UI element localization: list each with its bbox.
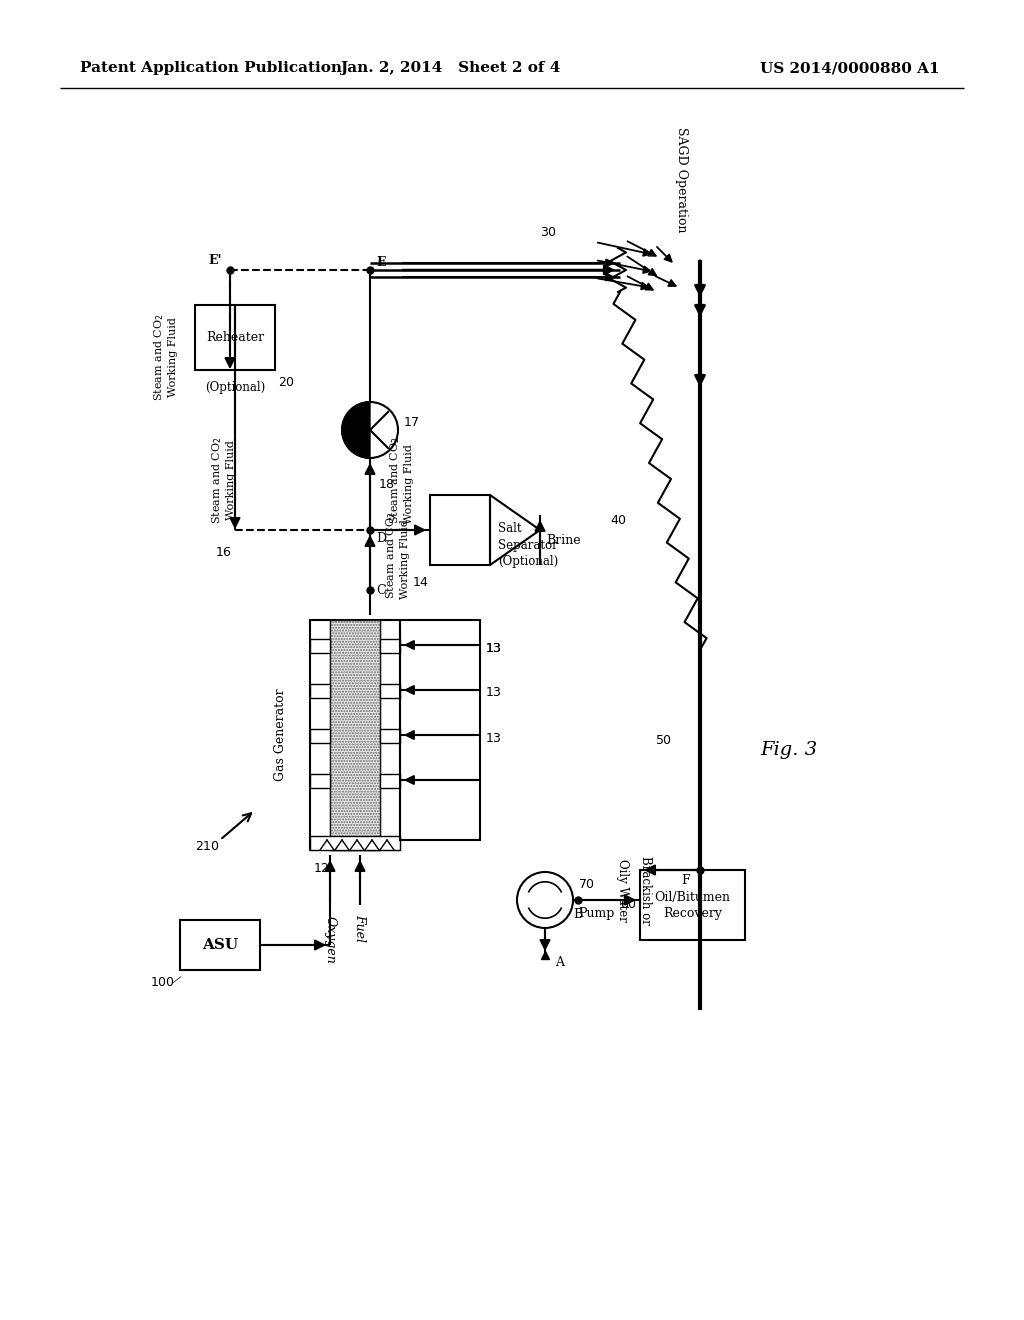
Bar: [310, 729, 330, 743]
Text: E: E: [376, 256, 385, 268]
Text: Reheater: Reheater: [206, 331, 264, 345]
Text: A: A: [555, 957, 564, 969]
Text: Oily Water: Oily Water: [616, 858, 630, 921]
Bar: [400, 620, 480, 840]
Text: Pump: Pump: [578, 908, 614, 920]
Text: Steam and CO$_2$
Working Fluid: Steam and CO$_2$ Working Fluid: [152, 314, 178, 401]
Bar: [310, 684, 330, 698]
Text: C: C: [376, 583, 386, 597]
Bar: [330, 620, 380, 850]
Text: $\mathit{60}$: $\mathit{60}$: [620, 899, 637, 912]
Text: Jan. 2, 2014   Sheet 2 of 4: Jan. 2, 2014 Sheet 2 of 4: [340, 61, 560, 75]
Bar: [380, 684, 400, 698]
Text: ASU: ASU: [202, 939, 238, 952]
Text: $\mathit{30}$: $\mathit{30}$: [540, 226, 557, 239]
Text: D: D: [376, 532, 386, 544]
Bar: [640, 870, 745, 940]
Text: E': E': [209, 253, 222, 267]
Text: $\mathit{210}$: $\mathit{210}$: [195, 841, 220, 854]
Text: $\mathit{13}$: $\mathit{13}$: [485, 642, 502, 655]
Text: $\mathit{40}$: $\mathit{40}$: [610, 513, 627, 527]
Text: Fig. 3: Fig. 3: [760, 741, 817, 759]
Text: Fuel: Fuel: [353, 913, 367, 942]
Text: $\mathit{13}$: $\mathit{13}$: [485, 686, 502, 700]
Bar: [180, 920, 260, 970]
Bar: [310, 836, 400, 850]
Text: $\mathit{20}$: $\mathit{20}$: [278, 375, 295, 388]
Text: SAGD Operation: SAGD Operation: [675, 127, 688, 232]
Text: $\mathit{17}$: $\mathit{17}$: [403, 416, 420, 429]
Text: $\mathit{13}$: $\mathit{13}$: [485, 731, 502, 744]
Text: $\mathit{16}$: $\mathit{16}$: [215, 545, 232, 558]
Text: $\mathit{12}$: $\mathit{12}$: [313, 862, 330, 874]
Text: (Optional): (Optional): [205, 381, 265, 395]
Bar: [380, 774, 400, 788]
Text: Oxygen: Oxygen: [324, 916, 337, 964]
Text: $\mathit{13}$: $\mathit{13}$: [485, 642, 502, 655]
Text: $\mathit{18}$: $\mathit{18}$: [378, 479, 395, 491]
Bar: [195, 305, 275, 370]
Polygon shape: [342, 403, 370, 458]
Bar: [380, 639, 400, 653]
Text: Brackish or: Brackish or: [639, 855, 651, 924]
Text: Steam and CO$_2$
Working Fluid: Steam and CO$_2$ Working Fluid: [388, 436, 414, 524]
Text: B: B: [573, 908, 583, 921]
Text: US 2014/0000880 A1: US 2014/0000880 A1: [760, 61, 940, 75]
Text: Gas Generator: Gas Generator: [273, 689, 287, 781]
Text: $\mathit{50}$: $\mathit{50}$: [655, 734, 672, 747]
Text: Salt
Separator
(Optional): Salt Separator (Optional): [498, 523, 558, 568]
Text: Oil/Bitumen
Recovery: Oil/Bitumen Recovery: [654, 891, 730, 920]
Text: Brine: Brine: [546, 533, 581, 546]
Text: $\mathit{14}$: $\mathit{14}$: [412, 577, 429, 590]
Bar: [430, 495, 490, 565]
Text: F: F: [681, 874, 690, 887]
Text: $\mathit{70}$: $\mathit{70}$: [578, 879, 595, 891]
Bar: [310, 774, 330, 788]
Bar: [310, 620, 400, 850]
Text: $\mathit{100}$: $\mathit{100}$: [150, 975, 175, 989]
Text: Steam and CO$_2$
Working Fluid: Steam and CO$_2$ Working Fluid: [210, 436, 237, 524]
Bar: [310, 639, 330, 653]
Bar: [380, 729, 400, 743]
Bar: [330, 620, 380, 850]
Text: Steam and CO$_2$
Working Fluid: Steam and CO$_2$ Working Fluid: [384, 511, 411, 599]
Text: Patent Application Publication: Patent Application Publication: [80, 61, 342, 75]
